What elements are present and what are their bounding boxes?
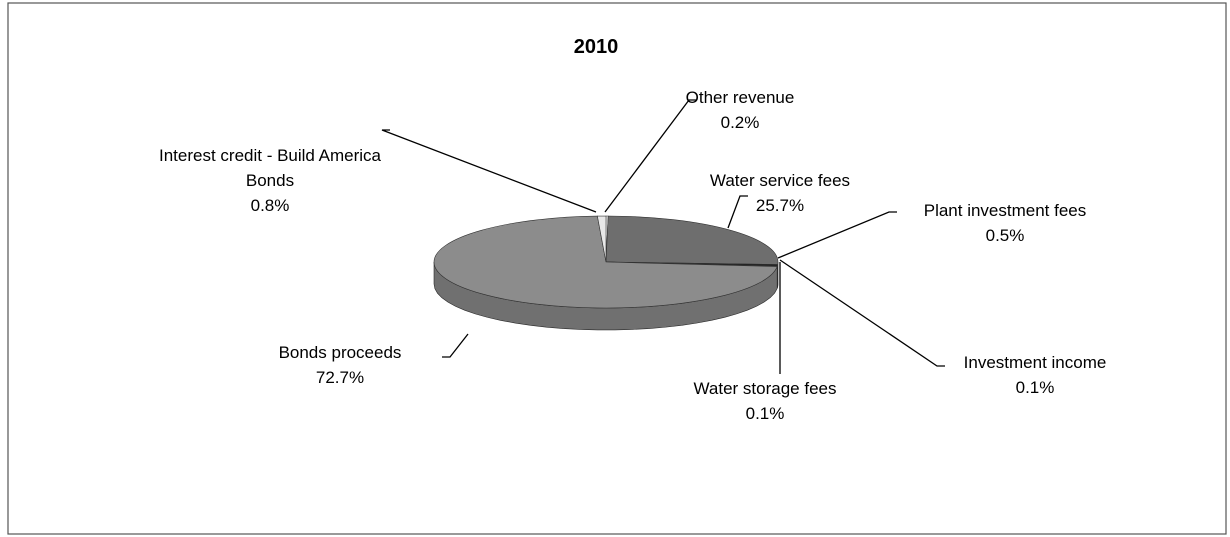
chart-title: 2010 — [573, 36, 619, 58]
leader-lines — [381, 99, 945, 374]
pie — [433, 215, 779, 331]
chart-frame — [7, 2, 1227, 535]
value-label: 0.2% — [720, 113, 760, 132]
leader-line — [727, 195, 748, 229]
category-label: Water storage fees — [693, 379, 837, 398]
slice-label: Plant investment fees 0.5% — [875, 198, 1135, 248]
leader-line — [779, 259, 945, 367]
leader-line — [777, 211, 897, 259]
category-label: Bonds proceeds — [278, 343, 402, 362]
slice-label: Water service fees 25.7% — [680, 168, 880, 218]
category-label: Plant investment fees — [923, 201, 1087, 220]
slice-label: Bonds proceeds 72.7% — [240, 340, 440, 390]
value-label: 25.7% — [755, 196, 805, 215]
category-label: Other revenue — [685, 88, 795, 107]
leader-line — [604, 99, 697, 213]
value-label: 0.8% — [250, 196, 290, 215]
value-label: 0.5% — [985, 226, 1025, 245]
value-label: 72.7% — [315, 368, 365, 387]
category-label: Water service fees — [709, 171, 851, 190]
slice-label: Interest credit - Build America Bonds 0.8… — [145, 143, 395, 218]
leader-line — [442, 333, 469, 358]
slice-label: Water storage fees 0.1% — [650, 376, 880, 426]
leader-line — [381, 129, 597, 213]
slice — [597, 215, 607, 263]
slice-label: Other revenue 0.2% — [655, 85, 825, 135]
slice — [605, 215, 779, 265]
slice-label: Investment income 0.1% — [925, 350, 1145, 400]
value-label: 0.1% — [1015, 378, 1055, 397]
category-label: Interest credit - Build America Bonds — [158, 146, 382, 190]
category-label: Investment income — [963, 353, 1107, 372]
value-label: 0.1% — [745, 404, 785, 423]
slice — [433, 215, 778, 309]
